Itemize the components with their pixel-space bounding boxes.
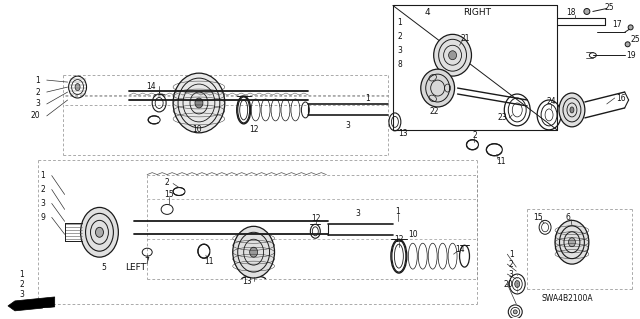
Text: 12: 12 [394,235,404,244]
Polygon shape [8,297,54,311]
Text: 5: 5 [101,263,106,271]
Text: 14: 14 [147,82,156,91]
Text: 14: 14 [455,245,465,254]
Text: 18: 18 [566,8,576,17]
Text: 21: 21 [461,34,470,43]
Text: LEFT: LEFT [125,263,146,271]
Text: 22: 22 [430,108,440,116]
Text: 1: 1 [40,171,45,180]
Ellipse shape [250,247,258,257]
Ellipse shape [233,226,275,278]
Ellipse shape [95,227,104,237]
Text: 1: 1 [509,250,514,259]
Text: 12: 12 [312,214,321,223]
Ellipse shape [515,280,520,287]
Text: 3: 3 [509,270,514,278]
Text: 3: 3 [35,100,40,108]
Text: 3: 3 [19,290,24,300]
Text: 13: 13 [242,277,252,286]
Text: 12: 12 [249,125,259,134]
Text: 2: 2 [509,260,514,269]
Text: 11: 11 [204,256,214,266]
Ellipse shape [75,84,80,91]
Text: 3: 3 [397,46,403,55]
Text: 1: 1 [19,270,24,278]
Text: 10: 10 [408,230,418,239]
Ellipse shape [434,34,472,76]
Ellipse shape [628,25,633,30]
Text: 2: 2 [164,178,170,187]
Text: 2: 2 [35,87,40,97]
Text: 23: 23 [497,113,507,122]
Text: 17: 17 [612,20,621,29]
Text: 8: 8 [397,60,402,69]
Text: 15: 15 [164,190,174,199]
Text: 15: 15 [533,213,543,222]
Text: 25: 25 [630,35,640,44]
Ellipse shape [570,107,574,113]
Text: 2: 2 [19,279,24,288]
Text: RIGHT: RIGHT [463,8,492,17]
Ellipse shape [513,310,517,314]
Ellipse shape [449,51,456,60]
Text: 1: 1 [365,93,371,102]
Text: 20: 20 [30,111,40,120]
Text: 3: 3 [40,199,45,208]
Text: 9: 9 [40,213,45,222]
Ellipse shape [584,9,590,14]
Text: 19: 19 [627,51,636,60]
Text: 11: 11 [497,157,506,166]
Ellipse shape [173,73,225,133]
Text: 7: 7 [145,256,150,266]
Text: 10: 10 [192,125,202,134]
Ellipse shape [420,69,454,107]
Ellipse shape [555,220,589,264]
Text: 24: 24 [547,98,556,107]
Text: 6: 6 [566,213,570,222]
Text: 3: 3 [346,121,351,130]
Text: 25: 25 [605,3,614,12]
Text: 2: 2 [472,131,477,140]
Ellipse shape [195,98,203,108]
Text: 1: 1 [397,18,402,27]
Ellipse shape [559,93,585,127]
Text: FR.: FR. [42,308,58,317]
Ellipse shape [625,42,630,47]
Text: 2: 2 [397,32,402,41]
Ellipse shape [81,207,118,257]
Text: 1: 1 [396,207,400,216]
Ellipse shape [568,238,575,247]
Text: 20: 20 [504,279,513,288]
Text: 4: 4 [425,8,431,17]
Text: 16: 16 [617,93,627,102]
Text: 1: 1 [35,76,40,85]
Text: 3: 3 [356,209,360,218]
Text: SWA4B2100A: SWA4B2100A [541,294,593,303]
Text: 2: 2 [40,185,45,194]
Text: 13: 13 [398,129,408,138]
